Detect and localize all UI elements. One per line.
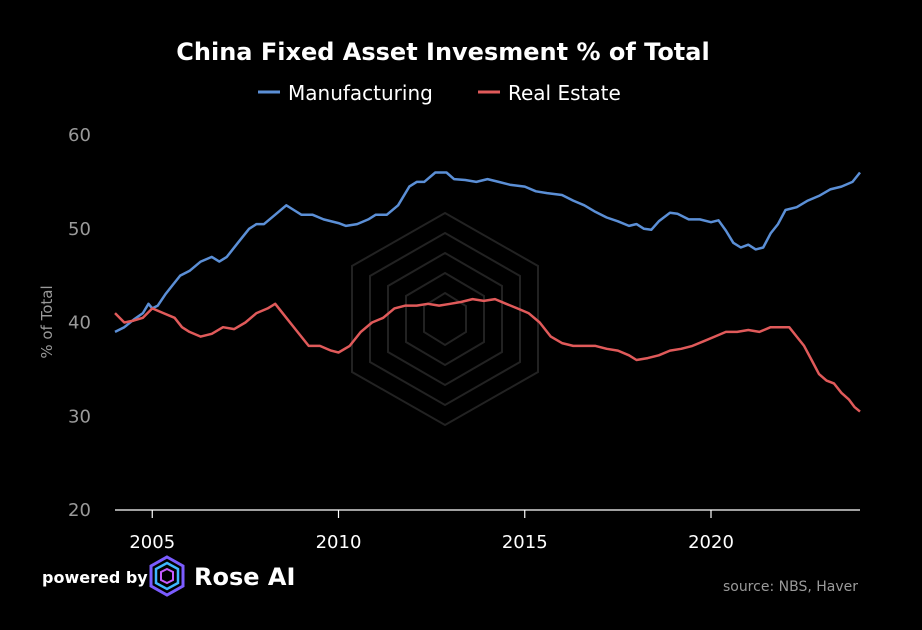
y-axis-ticks: 20 30 40 50 60 — [68, 125, 91, 521]
legend-label-real-estate: Real Estate — [508, 81, 621, 105]
x-tick-label: 2010 — [316, 532, 362, 553]
y-axis-label: % of Total — [38, 285, 56, 358]
powered-by-label: powered by — [42, 568, 148, 587]
brand-name: Rose AI — [194, 563, 295, 591]
legend-label-manufacturing: Manufacturing — [288, 81, 433, 105]
x-axis-ticks: 2005 2010 2015 2020 — [129, 510, 734, 553]
rose-ai-logo-icon — [149, 555, 185, 597]
y-tick-label: 50 — [68, 219, 91, 240]
watermark-logo — [351, 211, 539, 427]
y-tick-label: 30 — [68, 406, 91, 427]
x-tick-label: 2005 — [129, 532, 175, 553]
x-tick-label: 2020 — [688, 532, 734, 553]
series-line-real-estate — [114, 297, 861, 413]
series-layer — [114, 171, 861, 413]
x-tick-label: 2015 — [502, 532, 548, 553]
y-tick-label: 60 — [68, 125, 91, 146]
source-note: source: NBS, Haver — [723, 579, 858, 595]
legend: Manufacturing Real Estate — [258, 81, 621, 105]
series-line-manufacturing — [114, 171, 861, 334]
y-tick-label: 40 — [68, 313, 91, 334]
chart-title: China Fixed Asset Invesment % of Total — [176, 38, 709, 66]
y-tick-label: 20 — [68, 500, 91, 521]
